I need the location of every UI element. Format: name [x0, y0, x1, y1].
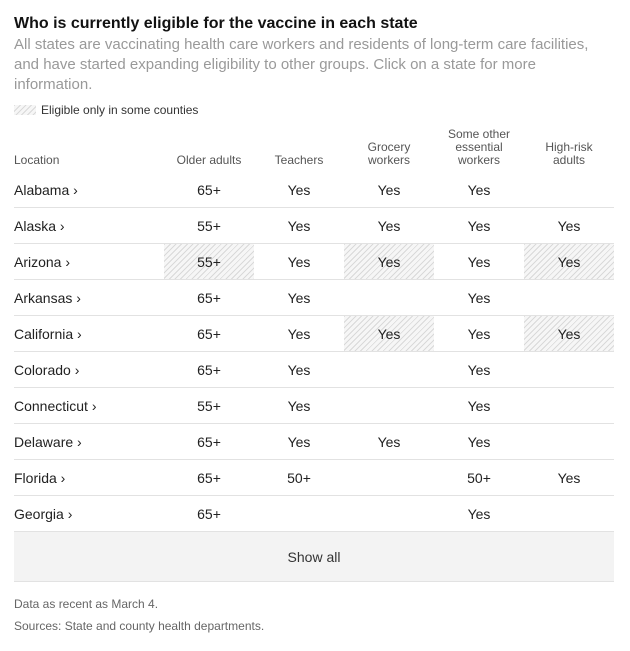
cell-high-risk: [524, 388, 614, 423]
cell-teachers: Yes: [287, 397, 311, 414]
cell-other-essential: Yes: [467, 289, 491, 306]
state-link[interactable]: Delaware ›: [14, 433, 82, 450]
cell-teachers: Yes: [287, 361, 311, 378]
header-grocery-line2: workers: [367, 153, 410, 167]
cell-older-adults: 55+: [164, 244, 254, 279]
table-row: Delaware › 65+ Yes Yes Yes: [14, 424, 614, 460]
cell-high-risk: Yes: [557, 217, 581, 234]
state-link[interactable]: Connecticut ›: [14, 397, 97, 414]
table-row: Colorado › 65+ Yes Yes: [14, 352, 614, 388]
cell-grocery-workers: [344, 460, 434, 495]
table-row: Alaska › 55+ Yes Yes Yes Yes: [14, 208, 614, 244]
cell-grocery-workers: Yes: [377, 181, 401, 198]
cell-teachers: Yes: [287, 325, 311, 342]
table-row: Connecticut › 55+ Yes Yes: [14, 388, 614, 424]
data-date-note: Data as recent as March 4.: [14, 597, 159, 611]
cell-older-adults: 65+: [197, 505, 221, 522]
cell-teachers: 50+: [287, 469, 311, 486]
cell-grocery-workers: Yes: [377, 217, 401, 234]
cell-high-risk: Yes: [557, 469, 581, 486]
header-high-risk-adults: High-risk adults: [524, 141, 614, 168]
header-teachers: Teachers: [274, 153, 324, 167]
header-other-line3: workers: [457, 153, 500, 167]
cell-teachers: Yes: [287, 289, 311, 306]
header-grocery-workers: Grocery workers: [344, 141, 434, 168]
cell-older-adults: 65+: [197, 325, 221, 342]
sources-note: Sources: State and county health departm…: [14, 619, 265, 633]
vaccine-eligibility-widget: Who is currently eligible for the vaccin…: [14, 14, 614, 634]
cell-high-risk: [524, 280, 614, 315]
cell-older-adults: 65+: [197, 433, 221, 450]
cell-other-essential: Yes: [467, 397, 491, 414]
header-location: Location: [14, 153, 60, 167]
legend-label: Eligible only in some counties: [41, 103, 199, 117]
cell-high-risk: Yes: [524, 244, 614, 279]
state-link[interactable]: Georgia ›: [14, 505, 73, 522]
cell-high-risk: [524, 424, 614, 459]
cell-grocery-workers: [344, 496, 434, 531]
cell-grocery-workers: [344, 388, 434, 423]
state-link[interactable]: Colorado ›: [14, 361, 80, 378]
cell-high-risk: [524, 352, 614, 387]
cell-grocery-workers: Yes: [377, 433, 401, 450]
table-row: Alabama › 65+ Yes Yes Yes: [14, 172, 614, 208]
cell-other-essential: Yes: [467, 505, 491, 522]
header-highrisk-line2: adults: [552, 153, 586, 167]
header-highrisk-line1: High-risk: [545, 140, 593, 154]
cell-other-essential: Yes: [467, 361, 491, 378]
show-all-button[interactable]: Show all: [14, 532, 614, 582]
hatch-swatch-icon: [14, 105, 36, 115]
cell-high-risk: [524, 496, 614, 531]
state-link[interactable]: Arkansas ›: [14, 289, 81, 306]
state-link[interactable]: California ›: [14, 325, 82, 342]
header-other-line2: essential: [455, 140, 503, 154]
cell-older-adults: 65+: [197, 181, 221, 198]
cell-grocery-workers: [344, 352, 434, 387]
cell-other-essential: Yes: [467, 433, 491, 450]
cell-older-adults: 55+: [197, 217, 221, 234]
table-row: Arkansas › 65+ Yes Yes: [14, 280, 614, 316]
table-body: Alabama › 65+ Yes Yes Yes Alaska › 55+ Y…: [14, 172, 614, 532]
table-row: Georgia › 65+ Yes: [14, 496, 614, 532]
table-title: Who is currently eligible for the vaccin…: [14, 15, 418, 32]
cell-other-essential: Yes: [467, 217, 491, 234]
cell-other-essential: Yes: [467, 325, 491, 342]
header-other-essential-workers: Some other essential workers: [434, 128, 524, 168]
state-link[interactable]: Florida ›: [14, 469, 66, 486]
table-subtitle: All states are vaccinating health care w…: [14, 36, 589, 93]
table-row: California › 65+ Yes Yes Yes Yes: [14, 316, 614, 352]
cell-grocery-workers: Yes: [344, 316, 434, 351]
cell-older-adults: 55+: [197, 397, 221, 414]
cell-high-risk: Yes: [524, 316, 614, 351]
cell-teachers: Yes: [287, 217, 311, 234]
state-link[interactable]: Alaska ›: [14, 217, 65, 234]
cell-grocery-workers: [344, 280, 434, 315]
header-grocery-line1: Grocery: [367, 140, 411, 154]
state-link[interactable]: Arizona ›: [14, 253, 71, 270]
cell-other-essential: Yes: [467, 253, 491, 270]
cell-other-essential: Yes: [467, 181, 491, 198]
cell-other-essential: 50+: [467, 469, 491, 486]
legend: Eligible only in some counties: [14, 102, 614, 118]
table-header: Location Older adults Teachers Grocery w…: [14, 124, 614, 168]
cell-older-adults: 65+: [197, 289, 221, 306]
cell-grocery-workers: Yes: [344, 244, 434, 279]
cell-teachers: Yes: [287, 433, 311, 450]
header-older-adults: Older adults: [176, 153, 242, 167]
cell-high-risk: [524, 172, 614, 207]
table-row: Arizona › 55+ Yes Yes Yes Yes: [14, 244, 614, 280]
cell-older-adults: 65+: [197, 469, 221, 486]
cell-teachers: [254, 496, 344, 531]
header-other-line1: Some other: [447, 127, 511, 141]
cell-teachers: Yes: [287, 181, 311, 198]
cell-teachers: Yes: [287, 253, 311, 270]
table-row: Florida › 65+ 50+ 50+ Yes: [14, 460, 614, 496]
state-link[interactable]: Alabama ›: [14, 181, 78, 198]
cell-older-adults: 65+: [197, 361, 221, 378]
